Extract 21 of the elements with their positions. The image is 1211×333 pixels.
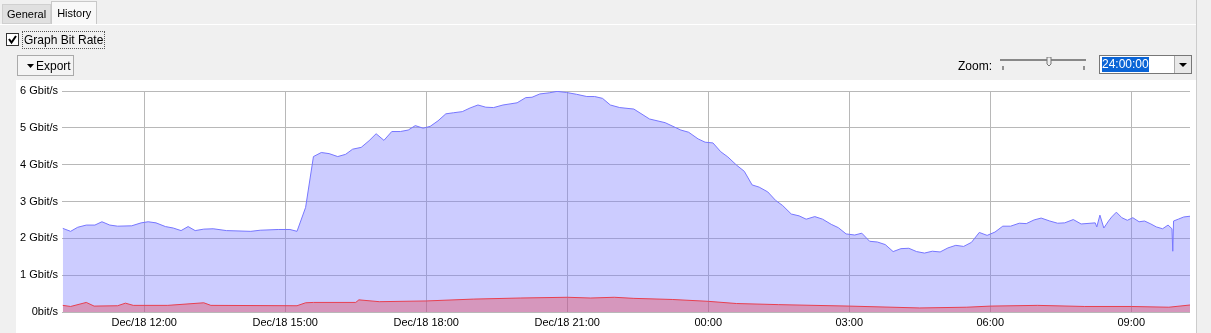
x-tick-label: Dec/18 12:00 [111,315,177,328]
y-tick-label: 6 Gbit/s [20,84,59,97]
x-tick-label: Dec/18 15:00 [252,315,318,328]
y-tick-label: 5 Gbit/s [20,120,59,133]
text: Export [36,59,71,73]
text: Zoom: [958,59,993,73]
x-tick-label: 09:00 [1117,315,1146,328]
y-tick-label: 1 Gbit/s [20,268,59,281]
x-tick-label: Dec/18 21:00 [534,315,600,328]
text: General [7,8,47,20]
x-tick-label: Dec/18 18:00 [393,315,459,328]
x-tick-label: 03:00 [835,315,864,328]
y-tick-label: 3 Gbit/s [20,194,59,207]
text: Graph Bit Rate [24,33,104,47]
x-tick-label: 00:00 [694,315,723,328]
y-tick-label: 0bit/s [31,305,59,318]
x-tick-label: 06:00 [976,315,1005,328]
y-tick-label: 2 Gbit/s [20,231,59,244]
text: 24:00:00 [1102,57,1149,71]
text: History [57,7,92,19]
y-tick-label: 4 Gbit/s [20,157,59,170]
